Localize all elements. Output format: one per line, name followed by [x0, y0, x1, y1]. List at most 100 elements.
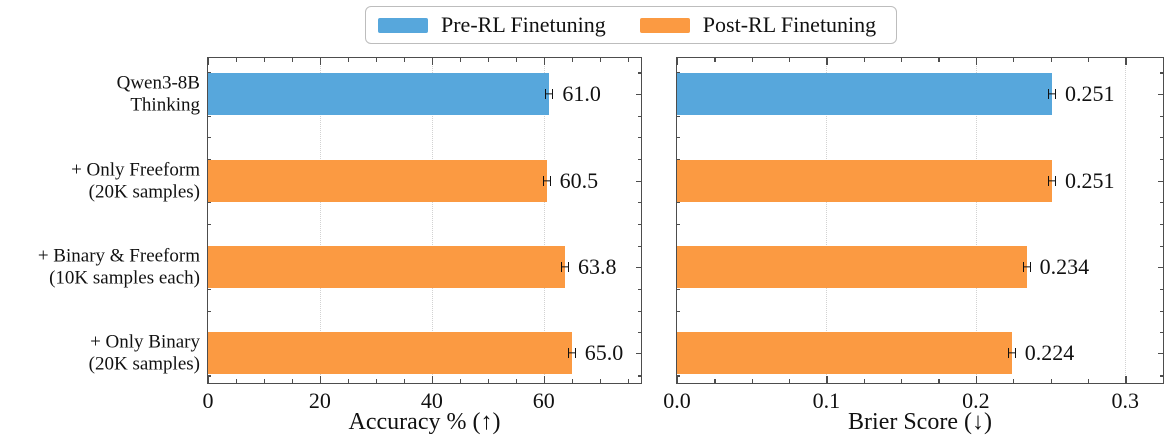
x-minor-tick	[375, 58, 378, 62]
legend-label-pre-rl: Pre-RL Finetuning	[441, 12, 606, 37]
x-minor-tick	[1050, 58, 1052, 62]
bar-pre-rl	[677, 73, 1053, 115]
bar-value-label: 0.234	[1039, 254, 1090, 279]
x-major-tick	[677, 58, 679, 65]
error-bar	[542, 176, 551, 186]
category-labels: Qwen3-8B Thinking + Only Freeform (20K samp…	[0, 0, 200, 441]
y-minor-tick	[1160, 245, 1163, 247]
y-major-tick	[1158, 353, 1163, 355]
bar-post-rl	[208, 160, 547, 202]
x-minor-tick	[291, 58, 294, 62]
error-bar	[567, 348, 576, 358]
x-major-tick	[1125, 376, 1127, 383]
x-minor-tick	[599, 58, 601, 62]
y-major-tick	[636, 94, 641, 96]
y-category-label-line: + Only Binary	[90, 331, 200, 353]
x-minor-tick	[459, 379, 462, 383]
bar-value-label: 0.251	[1065, 81, 1115, 106]
accuracy-plot-area: 61.0 60.5 63.8 65.0	[208, 58, 641, 383]
bar-value-label: 0.251	[1065, 168, 1115, 193]
x-minor-tick	[789, 379, 791, 383]
x-major-tick	[826, 376, 828, 383]
y-major-tick	[636, 181, 641, 183]
y-minor-tick	[208, 223, 211, 226]
y-category-label-line: Qwen3-8B	[116, 72, 200, 94]
legend-label-post-rl: Post-RL Finetuning	[702, 12, 877, 37]
x-major-tick	[975, 376, 978, 383]
y-minor-tick	[677, 115, 680, 117]
y-minor-tick	[638, 310, 641, 312]
x-minor-tick	[403, 379, 406, 383]
bar-value-label: 65.0	[584, 340, 624, 365]
x-major-tick	[543, 58, 546, 65]
y-minor-tick	[1160, 72, 1163, 74]
x-minor-tick	[263, 379, 266, 383]
x-minor-tick	[1013, 379, 1015, 383]
post-rl-color-swatch	[639, 17, 690, 33]
y-category-label-line: (10K samples each)	[49, 267, 200, 289]
x-minor-tick	[347, 58, 350, 62]
y-major-tick	[636, 353, 641, 355]
y-minor-tick	[1160, 202, 1163, 204]
x-minor-tick	[938, 379, 940, 383]
y-category-label-line: + Binary & Freeform	[37, 245, 200, 267]
y-major-tick	[1158, 267, 1163, 269]
x-minor-tick	[487, 58, 489, 62]
y-minor-tick	[677, 288, 680, 291]
y-minor-tick	[208, 310, 211, 312]
brier-plot-area: 0.251 0.251 0.234 0.224	[677, 58, 1163, 383]
x-minor-tick	[571, 379, 573, 383]
accuracy-chart-panel: 61.0 60.5 63.8 65.0 Accuracy % (↑) 0 20 40 60	[203, 57, 642, 435]
y-minor-tick	[638, 158, 641, 161]
x-major-tick	[826, 58, 828, 65]
y-minor-tick	[638, 288, 641, 291]
x-minor-tick	[714, 379, 716, 383]
bar-post-rl	[677, 246, 1027, 288]
y-category-label: + Binary & Freeform (10K samples each)	[0, 246, 200, 289]
y-minor-tick	[208, 72, 211, 74]
y-minor-tick	[677, 158, 680, 161]
y-minor-tick	[638, 332, 641, 334]
x-minor-tick	[751, 379, 753, 383]
y-minor-tick	[638, 72, 641, 74]
y-minor-tick	[208, 202, 211, 204]
y-category-label-line: Thinking	[130, 94, 200, 116]
y-major-tick	[636, 267, 641, 269]
legend-item-post-rl: Post-RL Finetuning	[639, 12, 877, 38]
y-minor-tick	[638, 202, 641, 204]
bar-value-label: 60.5	[559, 168, 599, 193]
y-minor-tick	[1160, 115, 1163, 117]
x-major-tick	[677, 376, 679, 383]
bar-value-label: 0.224	[1024, 340, 1075, 365]
error-bar	[1048, 89, 1057, 99]
x-minor-tick	[515, 379, 517, 383]
x-minor-tick	[571, 58, 573, 62]
y-category-label-line: + Only Freeform	[71, 159, 200, 181]
x-minor-tick	[938, 58, 940, 62]
brier-axis-label: Brier Score (↓)	[848, 409, 992, 435]
bar-post-rl	[677, 332, 1012, 374]
y-major-tick	[1158, 94, 1163, 96]
y-minor-tick	[638, 115, 641, 117]
y-minor-tick	[1160, 310, 1163, 312]
bar-value-label: 61.0	[562, 81, 601, 106]
x-major-tick	[431, 58, 434, 65]
y-minor-tick	[1160, 223, 1163, 226]
gridline	[319, 58, 321, 383]
y-minor-tick	[638, 223, 641, 226]
x-minor-tick	[1087, 58, 1090, 62]
x-minor-tick	[1050, 379, 1052, 383]
y-minor-tick	[208, 137, 211, 139]
x-minor-tick	[599, 379, 601, 383]
x-minor-tick	[403, 58, 406, 62]
y-minor-tick	[208, 158, 211, 161]
x-major-tick	[208, 376, 210, 383]
bar-post-rl	[677, 160, 1053, 202]
gridline	[1125, 58, 1127, 383]
x-minor-tick	[863, 379, 865, 383]
legend: Pre-RL Finetuning Post-RL Finetuning	[365, 6, 898, 44]
y-minor-tick	[1160, 332, 1163, 334]
y-minor-tick	[677, 72, 680, 74]
y-minor-tick	[208, 288, 211, 291]
